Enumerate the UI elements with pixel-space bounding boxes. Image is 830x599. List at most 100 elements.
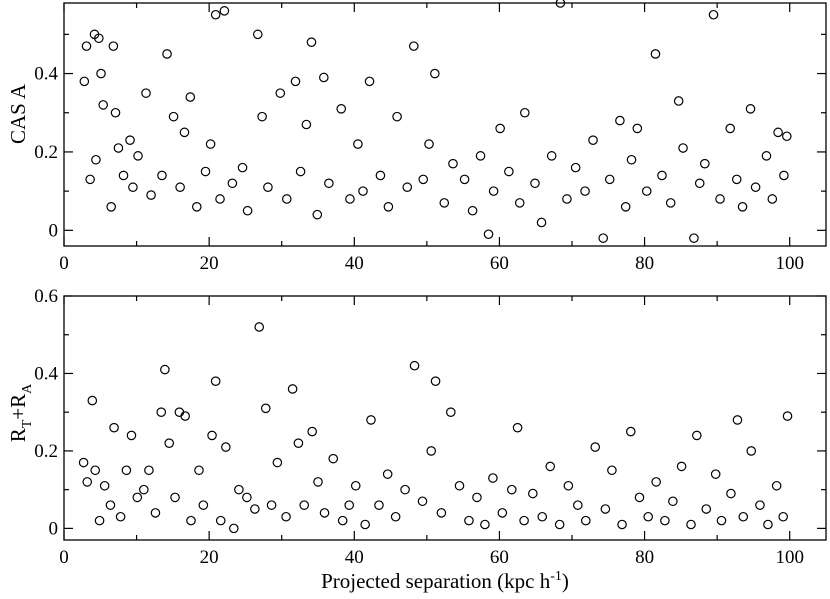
data-point [237, 162, 248, 173]
data-point [408, 41, 419, 51]
data-point [708, 9, 719, 20]
data-point [563, 480, 574, 491]
data-point [383, 202, 394, 212]
data-point [252, 29, 263, 40]
data-point [448, 158, 458, 169]
data-point [207, 430, 217, 441]
data-point [580, 515, 591, 526]
data-point [732, 415, 743, 425]
data-point [615, 115, 625, 126]
data-point [179, 127, 190, 138]
data-point [519, 515, 529, 526]
data-point [374, 500, 384, 510]
data-point [626, 154, 637, 165]
data-point [254, 322, 265, 332]
data-point [287, 384, 298, 394]
data-point [375, 170, 386, 181]
data-point [694, 178, 705, 189]
data-point [689, 233, 699, 243]
data-point [778, 511, 788, 522]
data-point [227, 178, 238, 189]
data-point [454, 480, 465, 491]
data-point [530, 178, 540, 189]
data-point [512, 422, 523, 433]
data-point [307, 426, 317, 437]
y-tick-label: 0.2 [34, 142, 58, 163]
data-point [132, 492, 143, 503]
data-point [600, 504, 611, 514]
data-point [643, 511, 653, 522]
data-point [634, 492, 645, 503]
data-point [483, 229, 494, 240]
data-point [299, 500, 310, 510]
data-point [417, 496, 428, 507]
data-point [745, 104, 756, 114]
data-point [504, 166, 514, 177]
data-point [98, 100, 108, 110]
data-point [426, 446, 437, 456]
data-point [170, 492, 180, 503]
data-point [750, 182, 761, 193]
data-point [459, 174, 470, 185]
data-point [175, 182, 185, 193]
data-point [767, 194, 778, 204]
data-point [144, 465, 154, 476]
data-point [400, 484, 410, 495]
x-tick-label: 60 [490, 547, 509, 568]
data-point [590, 442, 601, 452]
data-point [392, 111, 402, 122]
data-point [588, 135, 598, 145]
y-tick-label: 0.4 [34, 64, 58, 85]
y-tick-label: 0.4 [34, 363, 58, 384]
data-point [761, 151, 772, 161]
data-point [779, 170, 789, 181]
data-point [185, 92, 196, 102]
data-point [87, 395, 98, 406]
data-point [210, 376, 221, 387]
data-point [105, 500, 116, 510]
top-y-axis-label: CAS A [6, 83, 30, 144]
data-point [773, 127, 783, 138]
data-point [737, 202, 748, 212]
data-point [692, 430, 702, 441]
data-point [439, 198, 450, 208]
data-point [366, 415, 376, 425]
data-point [118, 170, 129, 181]
data-point [436, 508, 447, 518]
data-point [234, 484, 244, 495]
data-point [78, 457, 89, 468]
data-point [641, 186, 652, 196]
data-point [771, 480, 782, 491]
data-point [358, 186, 368, 196]
data-point [390, 511, 401, 522]
data-point [562, 194, 572, 204]
data-point [133, 151, 143, 161]
data-point [678, 143, 688, 153]
data-point [782, 411, 793, 421]
data-point [194, 465, 204, 476]
data-point [115, 511, 126, 522]
x-tick-label: 20 [200, 253, 219, 274]
data-point [746, 446, 757, 456]
bottom-panel-rt-ra: 0 20 40 60 80 100 0 0.2 0.4 0.6 [34, 286, 827, 568]
data-point [306, 37, 317, 47]
data-point [319, 508, 330, 518]
data-point [293, 438, 304, 448]
data-point [90, 465, 101, 476]
data-point [229, 523, 239, 534]
data-point [96, 68, 106, 79]
data-point [409, 360, 420, 371]
data-point [506, 484, 517, 495]
data-point [676, 461, 687, 472]
data-point [205, 139, 216, 149]
data-point [344, 500, 355, 510]
data-point [345, 194, 355, 204]
data-point [715, 194, 725, 204]
data-point [337, 515, 348, 526]
data-point [430, 68, 440, 79]
y-tick-label: 0.6 [34, 286, 58, 307]
y-tick-label: 0 [49, 518, 59, 539]
data-point [139, 484, 149, 495]
data-point [424, 139, 434, 149]
plot-frame [63, 295, 827, 541]
